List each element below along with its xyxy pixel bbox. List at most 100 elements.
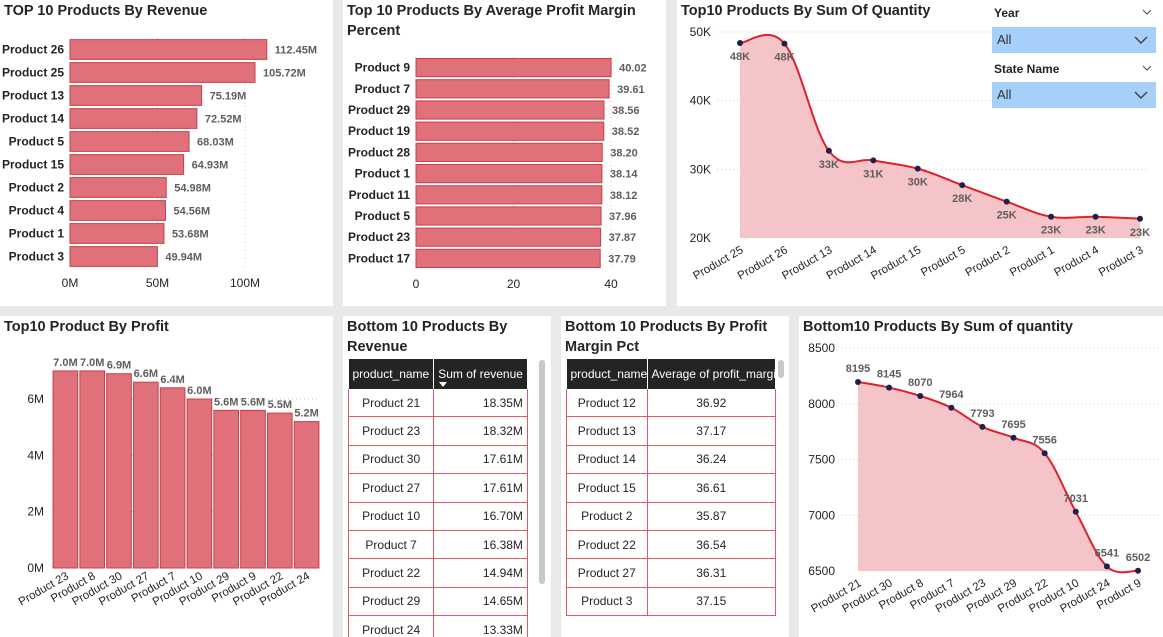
data-label: 38.56 — [612, 105, 640, 117]
table-row[interactable]: Product 3 37.15 — [566, 587, 776, 617]
data-point — [1003, 198, 1010, 205]
category-label: Product 7 — [355, 82, 411, 96]
table-row[interactable]: Product 15 36.61 — [566, 473, 776, 503]
table-row[interactable]: Product 21 18.35M — [347, 389, 528, 418]
slicer-year-label: Year — [994, 6, 1020, 20]
bar — [415, 57, 612, 78]
data-label: 8070 — [908, 377, 932, 389]
y-tick-label: 50K — [690, 25, 711, 39]
category-label: Product 3 — [9, 250, 65, 264]
cell-value: 36.61 — [646, 473, 776, 503]
table-row[interactable]: Product 29 14.65M — [347, 587, 528, 617]
column-header-sum-of-revenue[interactable]: Sum of revenue — [433, 359, 528, 389]
cell-value: 16.70M — [433, 502, 528, 531]
data-point — [1048, 213, 1055, 220]
category-label: Product 4 — [9, 204, 65, 218]
category-label: Product 15 — [2, 158, 64, 172]
y-tick-label: 0M — [27, 561, 44, 575]
cell-value: 17.61M — [433, 473, 528, 503]
bottom-margin-table: product_name Average of profit_margin_ P… — [566, 359, 776, 617]
cell-value: 18.32M — [433, 416, 528, 446]
table-row[interactable]: Product 22 14.94M — [347, 558, 528, 588]
table-row[interactable]: Product 23 18.32M — [347, 416, 528, 446]
series-line — [739, 33, 1141, 220]
bar — [415, 100, 605, 120]
slicer-year-value: All — [997, 32, 1012, 47]
bar — [69, 246, 158, 267]
data-label: 31K — [863, 168, 883, 180]
column-header-average-profit-margin[interactable]: Average of profit_margin_ — [647, 359, 776, 389]
table-row[interactable]: Product 2 35.87 — [566, 502, 776, 531]
table-row[interactable]: Product 10 16.70M — [347, 502, 528, 531]
table-row[interactable]: Product 13 37.17 — [566, 416, 776, 446]
panel-top-margin: Top 10 Products By Average Profit Margin… — [343, 0, 666, 306]
data-label: 49.94M — [165, 252, 202, 264]
data-label: 30K — [908, 177, 928, 189]
category-label: Product 5 — [919, 244, 968, 279]
cell-value: 36.24 — [646, 445, 776, 475]
bar — [415, 248, 601, 269]
column-header-product-name[interactable]: product_name — [348, 359, 435, 389]
data-label: 6.4M — [160, 374, 184, 386]
data-point — [917, 392, 924, 399]
data-point — [1092, 213, 1099, 220]
bar — [69, 85, 203, 106]
table-row[interactable]: Product 27 36.31 — [566, 558, 776, 588]
x-tick-label: 20 — [507, 277, 521, 291]
x-tick-label: 50M — [146, 276, 169, 290]
panel-bottom-margin: Bottom 10 Products By Profit Margin Pct … — [561, 316, 789, 637]
cell-product-name: Product 3 — [566, 587, 648, 617]
bar — [293, 421, 320, 569]
chevron-down-icon[interactable] — [1142, 9, 1152, 15]
table-scrollbar[interactable] — [539, 360, 545, 584]
data-label: 6541 — [1095, 547, 1119, 559]
column-header-product-name[interactable]: product_name — [566, 359, 648, 389]
table-row[interactable]: Product 14 36.24 — [566, 445, 776, 475]
data-label: 48K — [730, 51, 750, 63]
category-label: Product 23 — [348, 230, 410, 244]
cell-value: 36.31 — [646, 558, 776, 588]
bar — [69, 62, 256, 83]
category-label: Product 2 — [9, 181, 65, 195]
bar — [415, 121, 605, 141]
panel-title: Top10 Products By Sum Of Quantity — [681, 3, 931, 19]
cell-value: 16.38M — [433, 530, 528, 560]
slicer-state: State Name All — [992, 56, 1162, 112]
category-label: Product 19 — [348, 124, 410, 138]
category-label: Product 14 — [2, 112, 64, 126]
area-fill — [740, 34, 1140, 238]
cell-product-name: Product 2 — [566, 502, 648, 531]
bar — [69, 108, 198, 129]
bar — [52, 370, 79, 569]
category-label: Product 15 — [869, 244, 923, 282]
table-row[interactable]: Product 12 36.92 — [566, 389, 776, 418]
table-row[interactable]: Product 27 17.61M — [347, 473, 528, 503]
table-scrollbar[interactable] — [778, 360, 784, 378]
category-label: Product 29 — [348, 103, 410, 117]
category-label: Product 9 — [355, 61, 411, 75]
panel-top-quantity: Top10 Products By Sum Of Quantity 20K 30K… — [677, 0, 1163, 306]
series-line — [857, 381, 1139, 574]
y-tick-label: 6500 — [808, 564, 835, 578]
data-label: 33K — [819, 159, 839, 171]
table-row[interactable]: Product 22 36.54 — [566, 530, 776, 560]
category-label: Product 11 — [349, 188, 411, 202]
panel-title: Top 10 Products By Average Profit Margin… — [347, 3, 636, 39]
category-label: Product 5 — [355, 209, 411, 223]
cell-value: 36.92 — [646, 389, 776, 418]
table-row[interactable]: Product 30 17.61M — [347, 445, 528, 475]
data-label: 6.0M — [187, 385, 211, 397]
slicer-state-dropdown[interactable]: All — [992, 82, 1156, 108]
x-tick-label: 0M — [62, 276, 79, 290]
data-label: 38.20 — [610, 147, 638, 159]
data-point — [959, 182, 966, 189]
table-row[interactable]: Product 24 13.33M — [347, 615, 528, 637]
slicer-year-dropdown[interactable]: All — [992, 27, 1156, 53]
cell-product-name: Product 27 — [347, 473, 435, 503]
data-label: 5.5M — [268, 399, 292, 411]
cell-value: 18.35M — [433, 389, 528, 418]
table-row[interactable]: Product 7 16.38M — [347, 530, 528, 560]
chevron-down-icon[interactable] — [1142, 65, 1152, 71]
cell-value: 17.61M — [433, 445, 528, 475]
